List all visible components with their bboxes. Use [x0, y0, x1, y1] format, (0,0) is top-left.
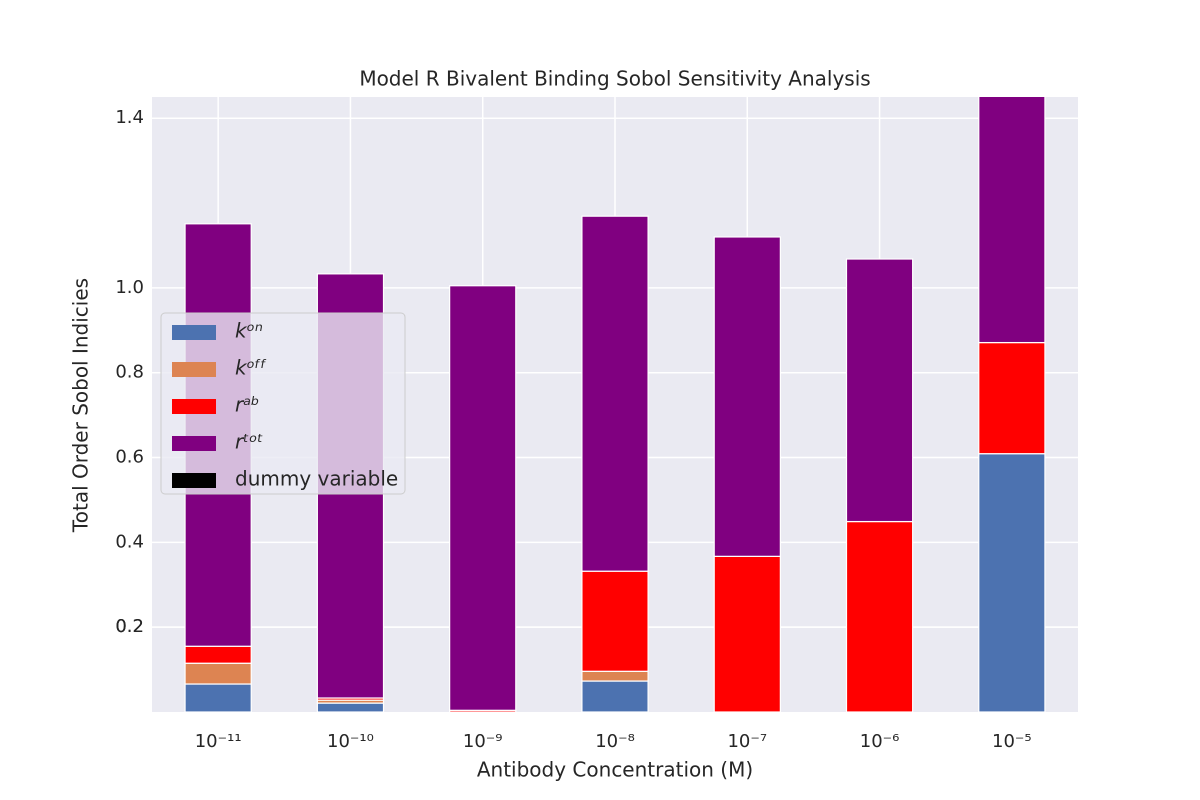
y-axis-label: Total Order Sobol Indicies	[69, 278, 93, 533]
x-tick-label: 10⁻⁷	[727, 731, 767, 752]
bar-segment	[581, 215, 649, 572]
y-tick-label: 0.6	[115, 447, 144, 468]
x-tick-label: 10⁻⁶	[860, 731, 900, 752]
x-axis-label: Antibody Concentration (M)	[477, 758, 753, 782]
legend-label: kᵒᶠᶠ	[235, 356, 267, 380]
bar-segment	[581, 680, 649, 712]
y-tick-label: 0.4	[115, 531, 144, 552]
legend: kᵒⁿ kᵒᶠᶠ rᵃᵇ rᵗᵒᵗ dummy variable	[160, 312, 406, 495]
x-tick-label: 10⁻⁹	[463, 731, 503, 752]
legend-label: dummy variable	[235, 467, 398, 491]
chart-title: Model R Bivalent Binding Sobol Sensitivi…	[359, 67, 870, 91]
legend-swatch	[172, 473, 216, 488]
legend-swatch	[172, 362, 216, 377]
bar-segment	[978, 341, 1046, 455]
y-tick-label: 0.2	[115, 616, 144, 637]
bar-segment	[184, 683, 252, 712]
y-tick-label: 0.2	[115, 616, 144, 637]
bar-segment	[184, 645, 252, 664]
bar-segment	[713, 555, 781, 712]
bar-segment	[845, 258, 914, 523]
bar-segment	[978, 97, 1046, 344]
legend-label: rᵃᵇ	[235, 393, 260, 417]
x-tick-label: 10⁻¹¹	[195, 731, 242, 752]
bar-segment	[316, 702, 385, 712]
bar-segment	[581, 570, 649, 672]
y-tick-label: 1.0	[115, 277, 144, 298]
bar-segment	[449, 285, 517, 711]
bar-segment	[978, 453, 1046, 712]
bar-segment	[845, 520, 914, 712]
y-tick-label: 1.4	[115, 107, 144, 128]
x-tick-label: 10⁻⁸	[595, 731, 635, 752]
y-tick-label: 0.8	[115, 362, 144, 383]
legend-swatch	[172, 436, 216, 451]
legend-label: kᵒⁿ	[235, 319, 263, 343]
legend-swatch	[172, 399, 216, 414]
legend-label: rᵗᵒᵗ	[235, 430, 263, 454]
legend-box	[160, 312, 406, 495]
bar-segment	[713, 236, 781, 557]
legend-swatch	[172, 325, 216, 340]
bar-segment	[184, 662, 252, 685]
x-tick-label: 10⁻¹⁰	[327, 731, 374, 752]
bar-segment	[581, 670, 649, 682]
x-tick-label: 10⁻⁵	[992, 731, 1032, 752]
